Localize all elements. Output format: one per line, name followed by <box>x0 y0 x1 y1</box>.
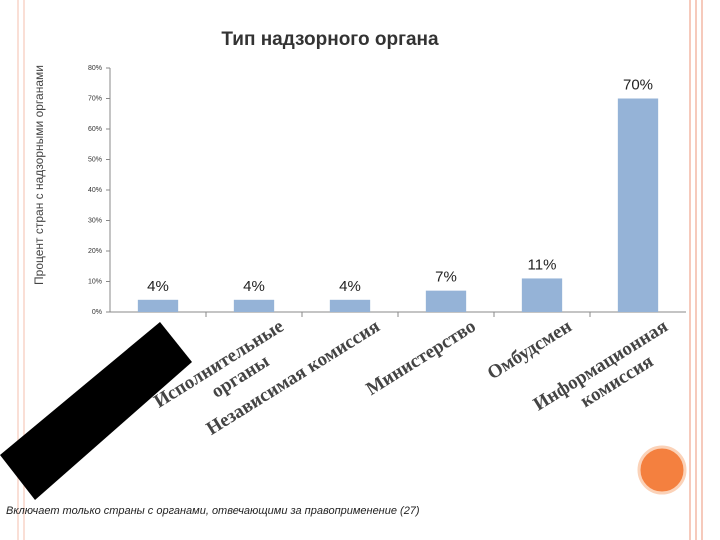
value-label: 70% <box>623 76 653 93</box>
y-tick-label: 80% <box>88 65 102 72</box>
y-tick-label: 50% <box>88 156 102 163</box>
redaction-box <box>0 322 192 500</box>
y-tick-label: 20% <box>88 248 102 255</box>
chart-title: Тип надзорного органа <box>221 29 439 50</box>
value-label: 11% <box>528 256 557 273</box>
value-label: 4% <box>243 278 265 295</box>
y-tick-label: 10% <box>88 278 102 285</box>
bar <box>137 299 179 312</box>
y-tick-label: 0% <box>92 309 102 316</box>
bar <box>425 290 467 312</box>
value-label: 4% <box>339 278 361 295</box>
bar <box>617 98 659 312</box>
y-tick-label: 30% <box>88 217 102 224</box>
y-tick-label: 60% <box>88 126 102 133</box>
bar <box>521 278 563 312</box>
y-tick-label: 40% <box>88 187 102 194</box>
value-label: 7% <box>435 269 457 286</box>
bar <box>233 299 275 312</box>
value-label: 4% <box>147 278 169 295</box>
decor-circle <box>637 445 687 495</box>
y-tick-label: 70% <box>88 95 102 102</box>
footnote: Включает только страны с органами, отвеч… <box>6 505 420 517</box>
bar <box>329 299 371 312</box>
y-axis-label: Процент стран с надзорными органами <box>32 65 46 285</box>
